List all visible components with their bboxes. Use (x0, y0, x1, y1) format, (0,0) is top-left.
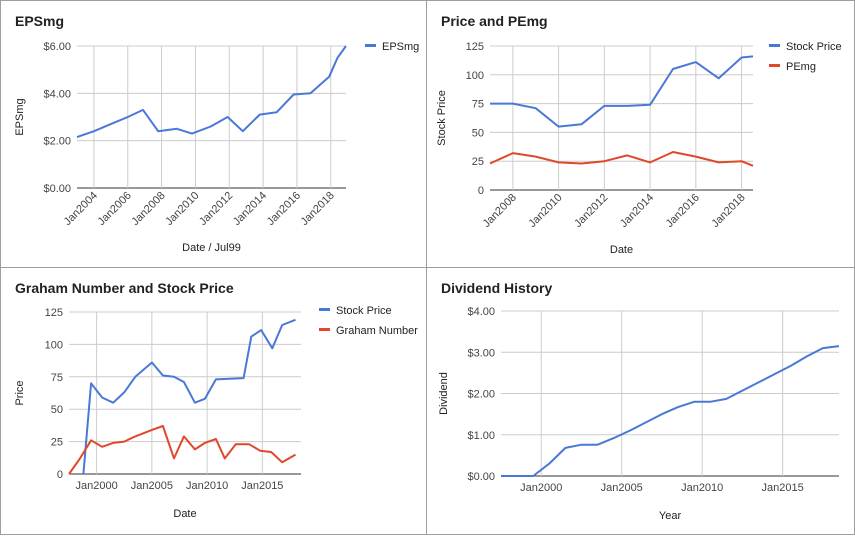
y-tick-label: $2.00 (43, 136, 71, 148)
series-line-epsmg (76, 45, 347, 139)
legend-label: PEmg (786, 61, 816, 73)
x-tick-label: Jan2005 (131, 480, 173, 492)
series-line-stock-price (82, 318, 296, 475)
x-tick-label: Jan2000 (520, 482, 562, 494)
legend-swatch (319, 308, 330, 311)
y-tick-label: 125 (466, 41, 484, 53)
y-tick-label: $3.00 (467, 347, 495, 359)
chart-title: Dividend History (441, 280, 552, 296)
y-axis-label: Stock Price (436, 90, 448, 146)
x-tick-label: Jan2012 (572, 192, 610, 230)
chart-title: Graham Number and Stock Price (15, 280, 234, 296)
x-axis-label: Date (610, 244, 633, 256)
legend-label: EPSmg (382, 41, 419, 53)
y-tick-label: $1.00 (467, 430, 495, 442)
y-axis-label: Dividend (438, 372, 450, 415)
x-tick-label: Jan2010 (186, 480, 228, 492)
y-tick-label: 0 (57, 469, 63, 481)
chart-panel-dividend-history: Dividend History $0.00 $1.00 $2.00 $3.00 $4.0… (426, 267, 855, 535)
x-axis-label: Year (659, 510, 682, 522)
legend-swatch (319, 328, 330, 331)
x-tick-label: Jan2010 (526, 192, 564, 230)
y-tick-label: 125 (45, 307, 63, 319)
y-tick-label: $6.00 (43, 41, 71, 53)
y-tick-label: $0.00 (43, 183, 71, 195)
legend-swatch (769, 64, 780, 67)
x-tick-label: Jan2016 (265, 190, 303, 228)
legend-label: Stock Price (786, 41, 842, 53)
x-axis-label: Date (173, 508, 196, 520)
chart-title: Price and PEmg (441, 13, 548, 29)
legend-label: Graham Number (336, 325, 418, 337)
y-tick-label: $0.00 (467, 471, 495, 483)
x-tick-label: Jan2016 (664, 192, 702, 230)
y-tick-label: 50 (51, 404, 63, 416)
y-tick-label: 75 (472, 99, 484, 111)
x-tick-label: Jan2008 (129, 190, 167, 228)
y-tick-label: 75 (51, 372, 63, 384)
chart-panel-price-pemg: Price and PEmg 0 25 50 75 100 125 Jan2008 Jan201… (426, 0, 855, 268)
x-tick-label: Jan2015 (241, 480, 283, 492)
y-tick-label: 100 (466, 70, 484, 82)
x-axis-label: Date / Jul99 (182, 242, 241, 254)
legend-swatch (365, 44, 376, 47)
series-line-pemg (489, 151, 754, 167)
x-tick-label: Jan2004 (62, 190, 100, 228)
x-tick-label: Jan2018 (299, 190, 337, 228)
x-tick-label: Jan2012 (197, 190, 235, 228)
y-tick-label: 50 (472, 127, 484, 139)
chart-title: EPSmg (15, 13, 64, 29)
y-tick-label: 25 (472, 156, 484, 168)
y-tick-label: $4.00 (43, 88, 71, 100)
x-tick-label: Jan2018 (709, 192, 747, 230)
y-axis-label: Price (14, 380, 26, 405)
x-tick-label: Jan2014 (618, 192, 656, 230)
y-axis-label: EPSmg (14, 98, 26, 135)
x-tick-label: Jan2000 (76, 480, 118, 492)
chart-svg: EPSmg$0.00$2.00$4.00$6.00Jan2004Jan2006J… (14, 13, 419, 254)
y-tick-label: 25 (51, 437, 63, 449)
series-line-stock-price (490, 55, 754, 128)
x-tick-label: Jan2010 (163, 190, 201, 228)
chart-svg: Dividend History $0.00 $1.00 $2.00 $3.00 $4.0… (438, 280, 840, 522)
chart-panel-epsmg: EPSmg $0.00 $2.00 $4.00 $6.00 Jan2004 Jan2006 J… (0, 0, 427, 268)
chart-panel-graham-number: Graham Number and Stock Price 0 25 50 75 100 1… (0, 267, 427, 535)
series-line-graham-number (68, 425, 297, 475)
x-tick-label: Jan2005 (601, 482, 643, 494)
x-tick-label: Jan2008 (481, 192, 519, 230)
chart-svg: Graham Number and Stock Price 0 25 50 75 100 1… (14, 280, 418, 520)
x-tick-label: Jan2015 (762, 482, 804, 494)
legend-swatch (769, 44, 780, 47)
y-tick-label: $2.00 (467, 389, 495, 401)
series-line-dividend (501, 345, 840, 477)
legend-label: Stock Price (336, 305, 392, 317)
x-tick-label: Jan2014 (231, 190, 269, 228)
y-tick-label: 100 (45, 339, 63, 351)
y-tick-label: 0 (478, 185, 484, 197)
y-tick-label: $4.00 (467, 306, 495, 318)
x-tick-label: Jan2006 (96, 190, 134, 228)
x-tick-label: Jan2010 (681, 482, 723, 494)
